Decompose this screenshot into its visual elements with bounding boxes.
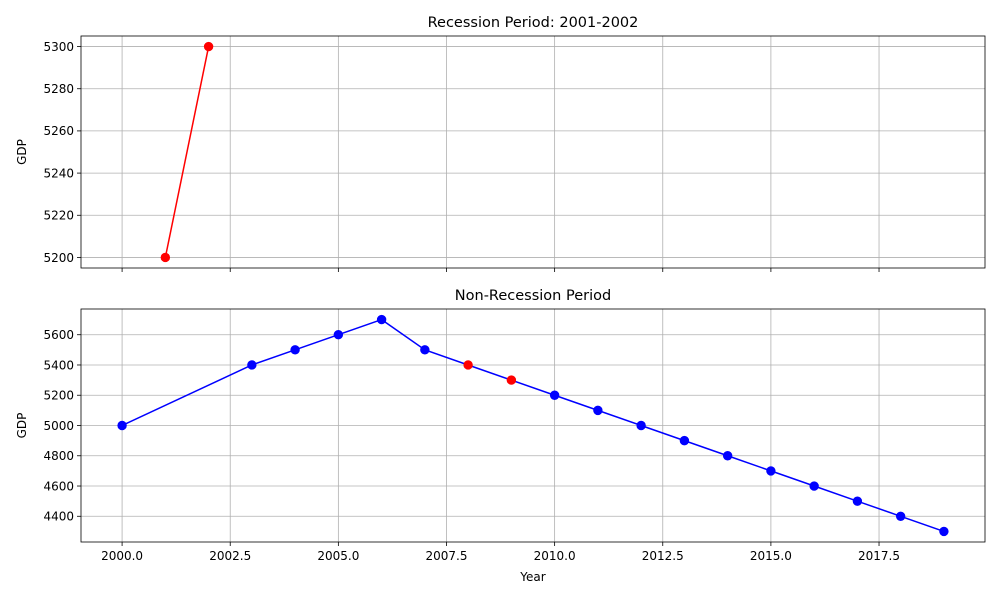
y-tick-label: 5600 xyxy=(43,328,74,342)
x-tick-label: 2010.0 xyxy=(534,549,576,563)
y-tick-label: 5260 xyxy=(43,124,74,138)
data-point xyxy=(463,360,473,370)
x-tick-label: 2002.5 xyxy=(209,549,251,563)
x-tick-label: 2000.0 xyxy=(101,549,143,563)
y-tick-label: 4800 xyxy=(43,449,74,463)
series-line xyxy=(164,46,210,258)
data-point xyxy=(679,435,690,446)
data-point xyxy=(203,41,214,52)
x-tick-label: 2017.5 xyxy=(858,549,900,563)
data-point xyxy=(247,360,257,370)
y-tick-label: 5200 xyxy=(43,389,74,403)
x-axis-label: Year xyxy=(519,570,545,584)
data-point xyxy=(895,511,906,521)
data-point xyxy=(939,526,949,537)
data-point xyxy=(852,496,863,506)
y-tick-label: 4400 xyxy=(43,510,74,524)
series-line xyxy=(121,318,945,533)
y-tick-label: 5280 xyxy=(43,82,74,96)
data-point xyxy=(722,451,733,461)
y-tick-label: 5200 xyxy=(43,251,74,265)
x-tick-label: 2007.5 xyxy=(425,549,467,563)
y-tick-label: 4600 xyxy=(43,479,74,493)
panel-2: 2000.0 2002.5 2005.0 2007.5 2010.0 2012.5 2015… xyxy=(15,288,986,584)
axes-frame xyxy=(80,35,986,269)
data-point xyxy=(593,405,603,416)
data-point xyxy=(333,330,344,340)
panel-title: Non-Recession Period xyxy=(455,288,611,304)
y-axis-label: GDP xyxy=(15,139,29,165)
y-tick-label: 5000 xyxy=(43,419,74,433)
panel-1: 5200 5220 5240 5260 5280 5300 Recession Period… xyxy=(15,15,986,272)
data-point xyxy=(549,390,560,400)
x-tick-label: 2015.0 xyxy=(750,549,792,563)
data-point xyxy=(766,466,776,476)
data-point xyxy=(376,314,387,325)
y-tick-label: 5400 xyxy=(43,358,74,372)
data-point xyxy=(809,481,819,491)
y-axis-label: GDP xyxy=(15,413,29,439)
x-tick-label: 2012.5 xyxy=(642,549,684,563)
data-point xyxy=(290,345,300,355)
data-point xyxy=(636,420,646,431)
y-tick-label: 5220 xyxy=(43,209,74,223)
data-point xyxy=(420,345,430,355)
data-point xyxy=(506,375,517,385)
data-point xyxy=(117,420,127,431)
x-tick-label: 2005.0 xyxy=(317,549,359,563)
data-point xyxy=(160,252,171,263)
y-tick-label: 5300 xyxy=(43,40,74,54)
y-tick-label: 5240 xyxy=(43,166,74,180)
panel-title: Recession Period: 2001-2002 xyxy=(428,15,639,31)
